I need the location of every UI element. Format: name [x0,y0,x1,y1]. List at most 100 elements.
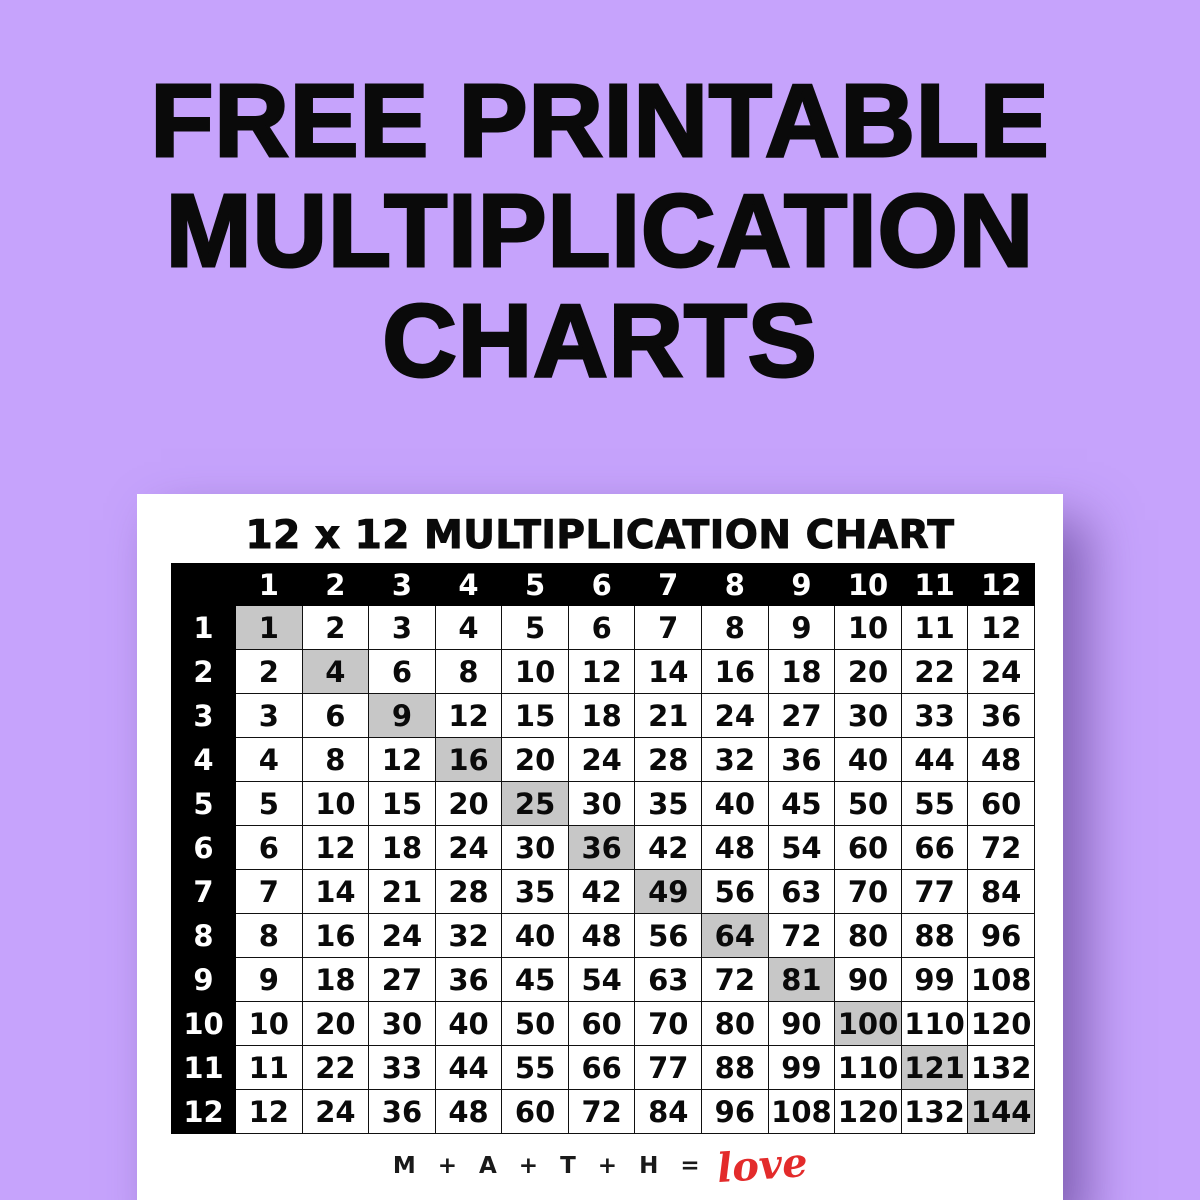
column-header-cell: 3 [368,563,436,606]
table-cell: 99 [900,957,969,1002]
table-cell: 14 [301,869,370,914]
table-cell: 30 [567,781,636,826]
table-cell: 72 [567,1089,636,1134]
table-cell: 72 [701,957,769,1002]
table-cell: 90 [767,1001,836,1046]
table-cell: 5 [235,781,303,826]
table-row: 5 5 10 15 20 25 30 35 40 45 50 55 60 [171,781,1035,826]
row-header-cell: 5 [171,781,236,826]
row-header-cell: 7 [171,869,236,914]
table-cell: 99 [767,1045,836,1090]
table-cell-diagonal: 144 [967,1089,1035,1134]
table-cell: 12 [434,693,503,738]
table-row: 2 2 4 6 8 10 12 14 16 18 20 22 24 [171,649,1035,694]
table-cell: 66 [900,825,969,870]
table-cell: 20 [434,781,503,826]
table-cell: 36 [967,693,1035,738]
table-cell: 22 [301,1045,370,1090]
column-header-cell: 12 [967,563,1035,606]
table-row: 4 4 8 12 16 20 24 28 32 36 40 44 48 [171,737,1035,782]
table-cell: 32 [434,913,503,958]
table-row: 11 11 22 33 44 55 66 77 88 99 110 121 132 [171,1045,1035,1090]
table-cell: 50 [834,781,902,826]
table-cell: 108 [967,957,1035,1002]
table-cell: 14 [634,649,703,694]
table-cell: 7 [235,869,303,914]
table-cell: 18 [567,693,636,738]
table-cell: 56 [701,869,769,914]
table-cell: 18 [767,649,836,694]
table-cell: 20 [834,649,902,694]
table-cell: 24 [967,649,1035,694]
table-cell: 90 [834,957,902,1002]
table-cell: 30 [501,825,569,870]
table-cell: 27 [368,957,436,1002]
table-cell: 16 [701,649,769,694]
table-cell: 20 [501,737,569,782]
row-header-cell: 6 [171,825,236,870]
table-cell: 6 [567,605,636,650]
table-cell: 96 [967,913,1035,958]
poster-background: { "page": { "title": "FREE PRINTABLE\nMU… [0,64,1200,1200]
column-header-cell: 9 [767,563,836,606]
table-cell: 7 [634,605,703,650]
table-cell: 40 [834,737,902,782]
chart-title: 12 x 12 MULTIPLICATION CHART [245,513,955,559]
column-header-cell: 10 [834,563,902,606]
table-cell: 96 [701,1089,769,1134]
table-cell: 77 [900,869,969,914]
table-cell: 56 [634,913,703,958]
table-cell: 77 [634,1045,703,1090]
table-cell: 88 [701,1045,769,1090]
table-cell: 32 [701,737,769,782]
table-cell: 110 [900,1001,969,1046]
table-cell: 2 [235,649,303,694]
table-cell: 12 [235,1089,303,1134]
table-cell: 50 [501,1001,569,1046]
table-cell: 6 [368,649,436,694]
table-cell: 30 [834,693,902,738]
table-cell: 24 [701,693,769,738]
row-header-cell: 9 [171,957,236,1002]
table-cell-diagonal: 9 [368,693,436,738]
table-cell: 9 [767,605,836,650]
column-header-cell: 5 [501,563,569,606]
table-row: 3 3 6 9 12 15 18 21 24 27 30 33 36 [171,693,1035,738]
table-cell-diagonal: 36 [567,825,636,870]
table-row: 12 12 24 36 48 60 72 84 96 108 120 132 144 [171,1089,1035,1134]
table-cell: 9 [235,957,303,1002]
table-cell: 12 [967,605,1035,650]
table-cell: 22 [900,649,969,694]
table-cell: 132 [967,1045,1035,1090]
column-header-cell: 1 [235,563,303,606]
row-header-cell: 12 [171,1089,236,1134]
column-header-cell: 2 [301,563,370,606]
table-cell: 15 [501,693,569,738]
table-cell: 3 [235,693,303,738]
table-cell: 48 [434,1089,503,1134]
table-cell: 12 [567,649,636,694]
table-cell: 18 [301,957,370,1002]
column-header-cell: 11 [900,563,969,606]
table-cell-diagonal: 4 [301,649,370,694]
table-cell: 88 [900,913,969,958]
table-cell: 45 [501,957,569,1002]
table-cell: 60 [501,1089,569,1134]
table-cell: 10 [834,605,902,650]
brand-logo: M + A + T + H = love [137,1139,1063,1192]
table-cell: 36 [434,957,503,1002]
table-cell: 80 [701,1001,769,1046]
table-row: 1 1 2 3 4 5 6 7 8 9 10 11 12 [171,605,1035,650]
table-cell: 40 [434,1001,503,1046]
table-cell: 35 [634,781,703,826]
table-cell: 24 [567,737,636,782]
table-cell: 21 [368,869,436,914]
row-header-cell: 1 [171,605,236,650]
brand-text: M + A + T + H = [392,1153,707,1179]
table-cell: 12 [301,825,370,870]
table-cell-diagonal: 25 [501,781,569,826]
column-header-cell: 7 [634,563,703,606]
table-cell-diagonal: 121 [900,1045,969,1090]
table-cell: 60 [834,825,902,870]
column-header-cell: 8 [701,563,769,606]
